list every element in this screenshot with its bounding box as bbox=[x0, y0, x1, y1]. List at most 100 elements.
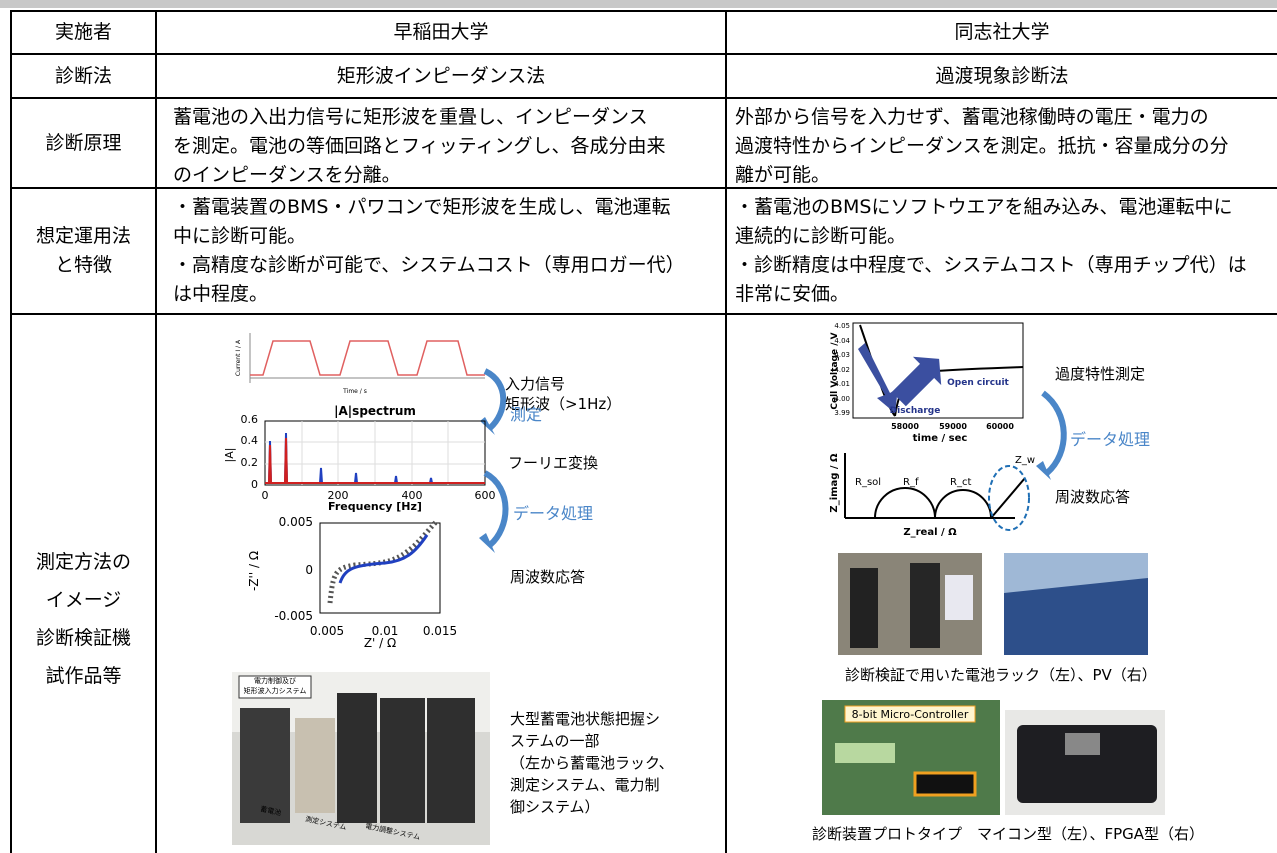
text-line: 試作品等 bbox=[45, 665, 122, 687]
cell: ・蓄電池のBMSにソフトウエアを組み込み、電池運転中に 連続的に診断可能。 ・診断精… bbox=[725, 187, 1277, 313]
photo-label: 8-bit Micro-Controller bbox=[852, 708, 969, 721]
text-line: 診断検証機 bbox=[35, 627, 131, 649]
cell bbox=[725, 313, 1277, 853]
top-bar bbox=[0, 0, 1277, 8]
photo-label: 電力制御及び bbox=[254, 676, 296, 685]
header-text: 早稲田大学 bbox=[393, 21, 489, 43]
tick-label: 4.02 bbox=[834, 366, 850, 374]
text-line: 診断法 bbox=[54, 64, 112, 87]
axis-label: |A| bbox=[223, 448, 236, 463]
tick-label: 0.015 bbox=[423, 624, 457, 638]
step-label: データ処理 bbox=[1070, 430, 1151, 449]
cell: ・蓄電装置のBMS・パワコンで矩形波を生成し、電池運転 中に診断可能。 ・高精度な診… bbox=[155, 187, 725, 313]
axis-label: Current I / A bbox=[235, 339, 242, 376]
text-line: のインピーダンスを分離。 bbox=[173, 164, 401, 186]
photo-caption: 診断検証で用いた電池ラック（左）、PV（右） bbox=[845, 666, 1157, 684]
text-line: ・診断精度は中程度で、システムコスト（専用チップ代）は bbox=[735, 254, 1247, 276]
figure-label: 入力信号 bbox=[505, 375, 566, 393]
figure-label: 過度特性測定 bbox=[1055, 365, 1146, 383]
tick-label: 60000 bbox=[986, 422, 1014, 431]
impedance-diagram: R_sol R_f R_ct Z_w Z_imag / Ω Z_real / Ω bbox=[829, 453, 1035, 538]
tick-label: 0.005 bbox=[310, 624, 344, 638]
text-line: イメージ bbox=[45, 589, 122, 611]
spectrum: 0.6 0.4 0.2 0 0 200 400 600 Frequency [H… bbox=[223, 413, 496, 513]
right-figure: Open circuit Discharge 4.05 4.04 4.03 4.… bbox=[822, 322, 1165, 815]
figure-label: 矩形波（>1Hz） bbox=[505, 395, 622, 413]
tick-label: 3.99 bbox=[834, 409, 850, 417]
diagram-label: R_ct bbox=[950, 477, 971, 488]
row-label: 診断法 bbox=[10, 53, 155, 97]
row-label: 診断原理 bbox=[10, 97, 155, 187]
axis-label: Z' / Ω bbox=[364, 636, 396, 650]
header-cell: 同志社大学 bbox=[725, 10, 1277, 53]
axis-label: time / sec bbox=[913, 433, 968, 444]
waveform: Time / s Current I / A bbox=[235, 333, 485, 395]
tick-label: 0 bbox=[262, 489, 269, 502]
photos: 8-bit Micro-Controller bbox=[822, 553, 1165, 815]
text-line: 矩形波インピーダンス法 bbox=[336, 64, 546, 87]
chart-annotation: Discharge bbox=[890, 406, 941, 416]
row-label: 測定方法の イメージ 診断検証機 試作品等 bbox=[10, 313, 155, 853]
text-line: 想定運用法 bbox=[35, 225, 131, 247]
nyquist: 0.005 0 -0.005 0.005 0.01 0.015 Z' / Ω -… bbox=[247, 515, 457, 650]
chart-annotation: Open circuit bbox=[947, 378, 1009, 388]
axis-label: Time / s bbox=[342, 388, 367, 395]
diagram-label: R_sol bbox=[855, 477, 881, 488]
voltage-chart: Open circuit Discharge 4.05 4.04 4.03 4.… bbox=[830, 322, 1024, 444]
text-line: 診断原理 bbox=[45, 131, 122, 154]
text-line: 過渡特性からインピーダンスを測定。抵抗・容量成分の分 bbox=[735, 135, 1229, 157]
tick-label: 0.01 bbox=[372, 624, 399, 638]
text-line: は中程度。 bbox=[173, 283, 269, 305]
text-line: 非常に安価。 bbox=[735, 283, 850, 305]
cell: 過渡現象診断法 bbox=[725, 53, 1277, 97]
diagram-label: R_f bbox=[903, 477, 919, 488]
cell: 蓄電池の入出力信号に矩形波を重畳し、インピーダンス を測定。電池の等価回路とフィッ… bbox=[155, 97, 725, 187]
step-label: 測定 bbox=[510, 405, 543, 424]
tick-label: 58000 bbox=[891, 422, 919, 431]
axis-label: Z_real / Ω bbox=[903, 527, 957, 538]
figure-label: フーリエ変換 bbox=[508, 454, 599, 472]
axis-label: Frequency [Hz] bbox=[328, 500, 422, 513]
tick-label: 4.05 bbox=[834, 322, 850, 330]
photo-label: 蓄電池 bbox=[260, 804, 282, 817]
tick-label: 400 bbox=[402, 489, 423, 502]
text-line: と特徴 bbox=[54, 254, 112, 276]
photo-caption: 診断装置プロトタイプ マイコン型（左）、FPGA型（右） bbox=[812, 825, 1205, 843]
text-line: 大型蓄電池状態把握シ bbox=[510, 710, 661, 728]
text-line: 連続的に診断可能。 bbox=[735, 225, 907, 247]
text-line: ・蓄電装置のBMS・パワコンで矩形波を生成し、電池運転 bbox=[173, 196, 671, 218]
text-line: 外部から信号を入力せず、蓄電池稼働時の電圧・電力の bbox=[735, 106, 1209, 128]
text-line: 測定システム、電力制 bbox=[510, 776, 660, 794]
tick-label: 4.01 bbox=[834, 380, 850, 388]
chart-title: |A|spectrum bbox=[334, 404, 416, 418]
tick-label: 0.6 bbox=[241, 413, 259, 426]
text-line: ステムの一部 bbox=[510, 732, 600, 750]
cell: 外部から信号を入力せず、蓄電池稼働時の電圧・電力の 過渡特性からインピーダンスを測… bbox=[725, 97, 1277, 187]
cell bbox=[155, 313, 725, 853]
photo: 電力制御及び 矩形波入力システム 蓄電池 測定システム 電力調整システム bbox=[232, 672, 490, 845]
figure-label: 周波数応答 bbox=[1055, 488, 1131, 506]
photo-label: 矩形波入力システム bbox=[244, 686, 307, 695]
row-label: 想定運用法 と特徴 bbox=[10, 187, 155, 313]
step-label: データ処理 bbox=[513, 504, 594, 523]
tick-label: 0 bbox=[251, 478, 258, 491]
tick-label: 59000 bbox=[939, 422, 967, 431]
text-line: 御システム） bbox=[510, 798, 600, 816]
text-line: 蓄電池の入出力信号に矩形波を重畳し、インピーダンス bbox=[173, 106, 648, 128]
text-line: （左から蓄電池ラック、 bbox=[510, 754, 674, 772]
cell: 矩形波インピーダンス法 bbox=[155, 53, 725, 97]
tick-label: 4.03 bbox=[834, 351, 850, 359]
photo-caption: 大型蓄電池状態把握シ ステムの一部 （左から蓄電池ラック、 測定システム、電力制 御シス… bbox=[510, 708, 674, 818]
header-text: 同志社大学 bbox=[954, 21, 1050, 43]
axis-label: Cell Voltage / V bbox=[830, 332, 840, 409]
text-line: を測定。電池の等価回路とフィッティングし、各成分由来 bbox=[173, 135, 666, 157]
tick-label: 0.2 bbox=[241, 456, 259, 469]
axis-label: Z_imag / Ω bbox=[829, 453, 840, 513]
text-line: 過渡現象診断法 bbox=[935, 64, 1069, 87]
tick-label: 4.04 bbox=[834, 337, 850, 345]
tick-label: -0.005 bbox=[274, 609, 313, 623]
diagram-label: Z_w bbox=[1015, 455, 1035, 466]
text-line: 中に診断可能。 bbox=[173, 225, 307, 247]
header-text: 実施者 bbox=[54, 21, 112, 43]
